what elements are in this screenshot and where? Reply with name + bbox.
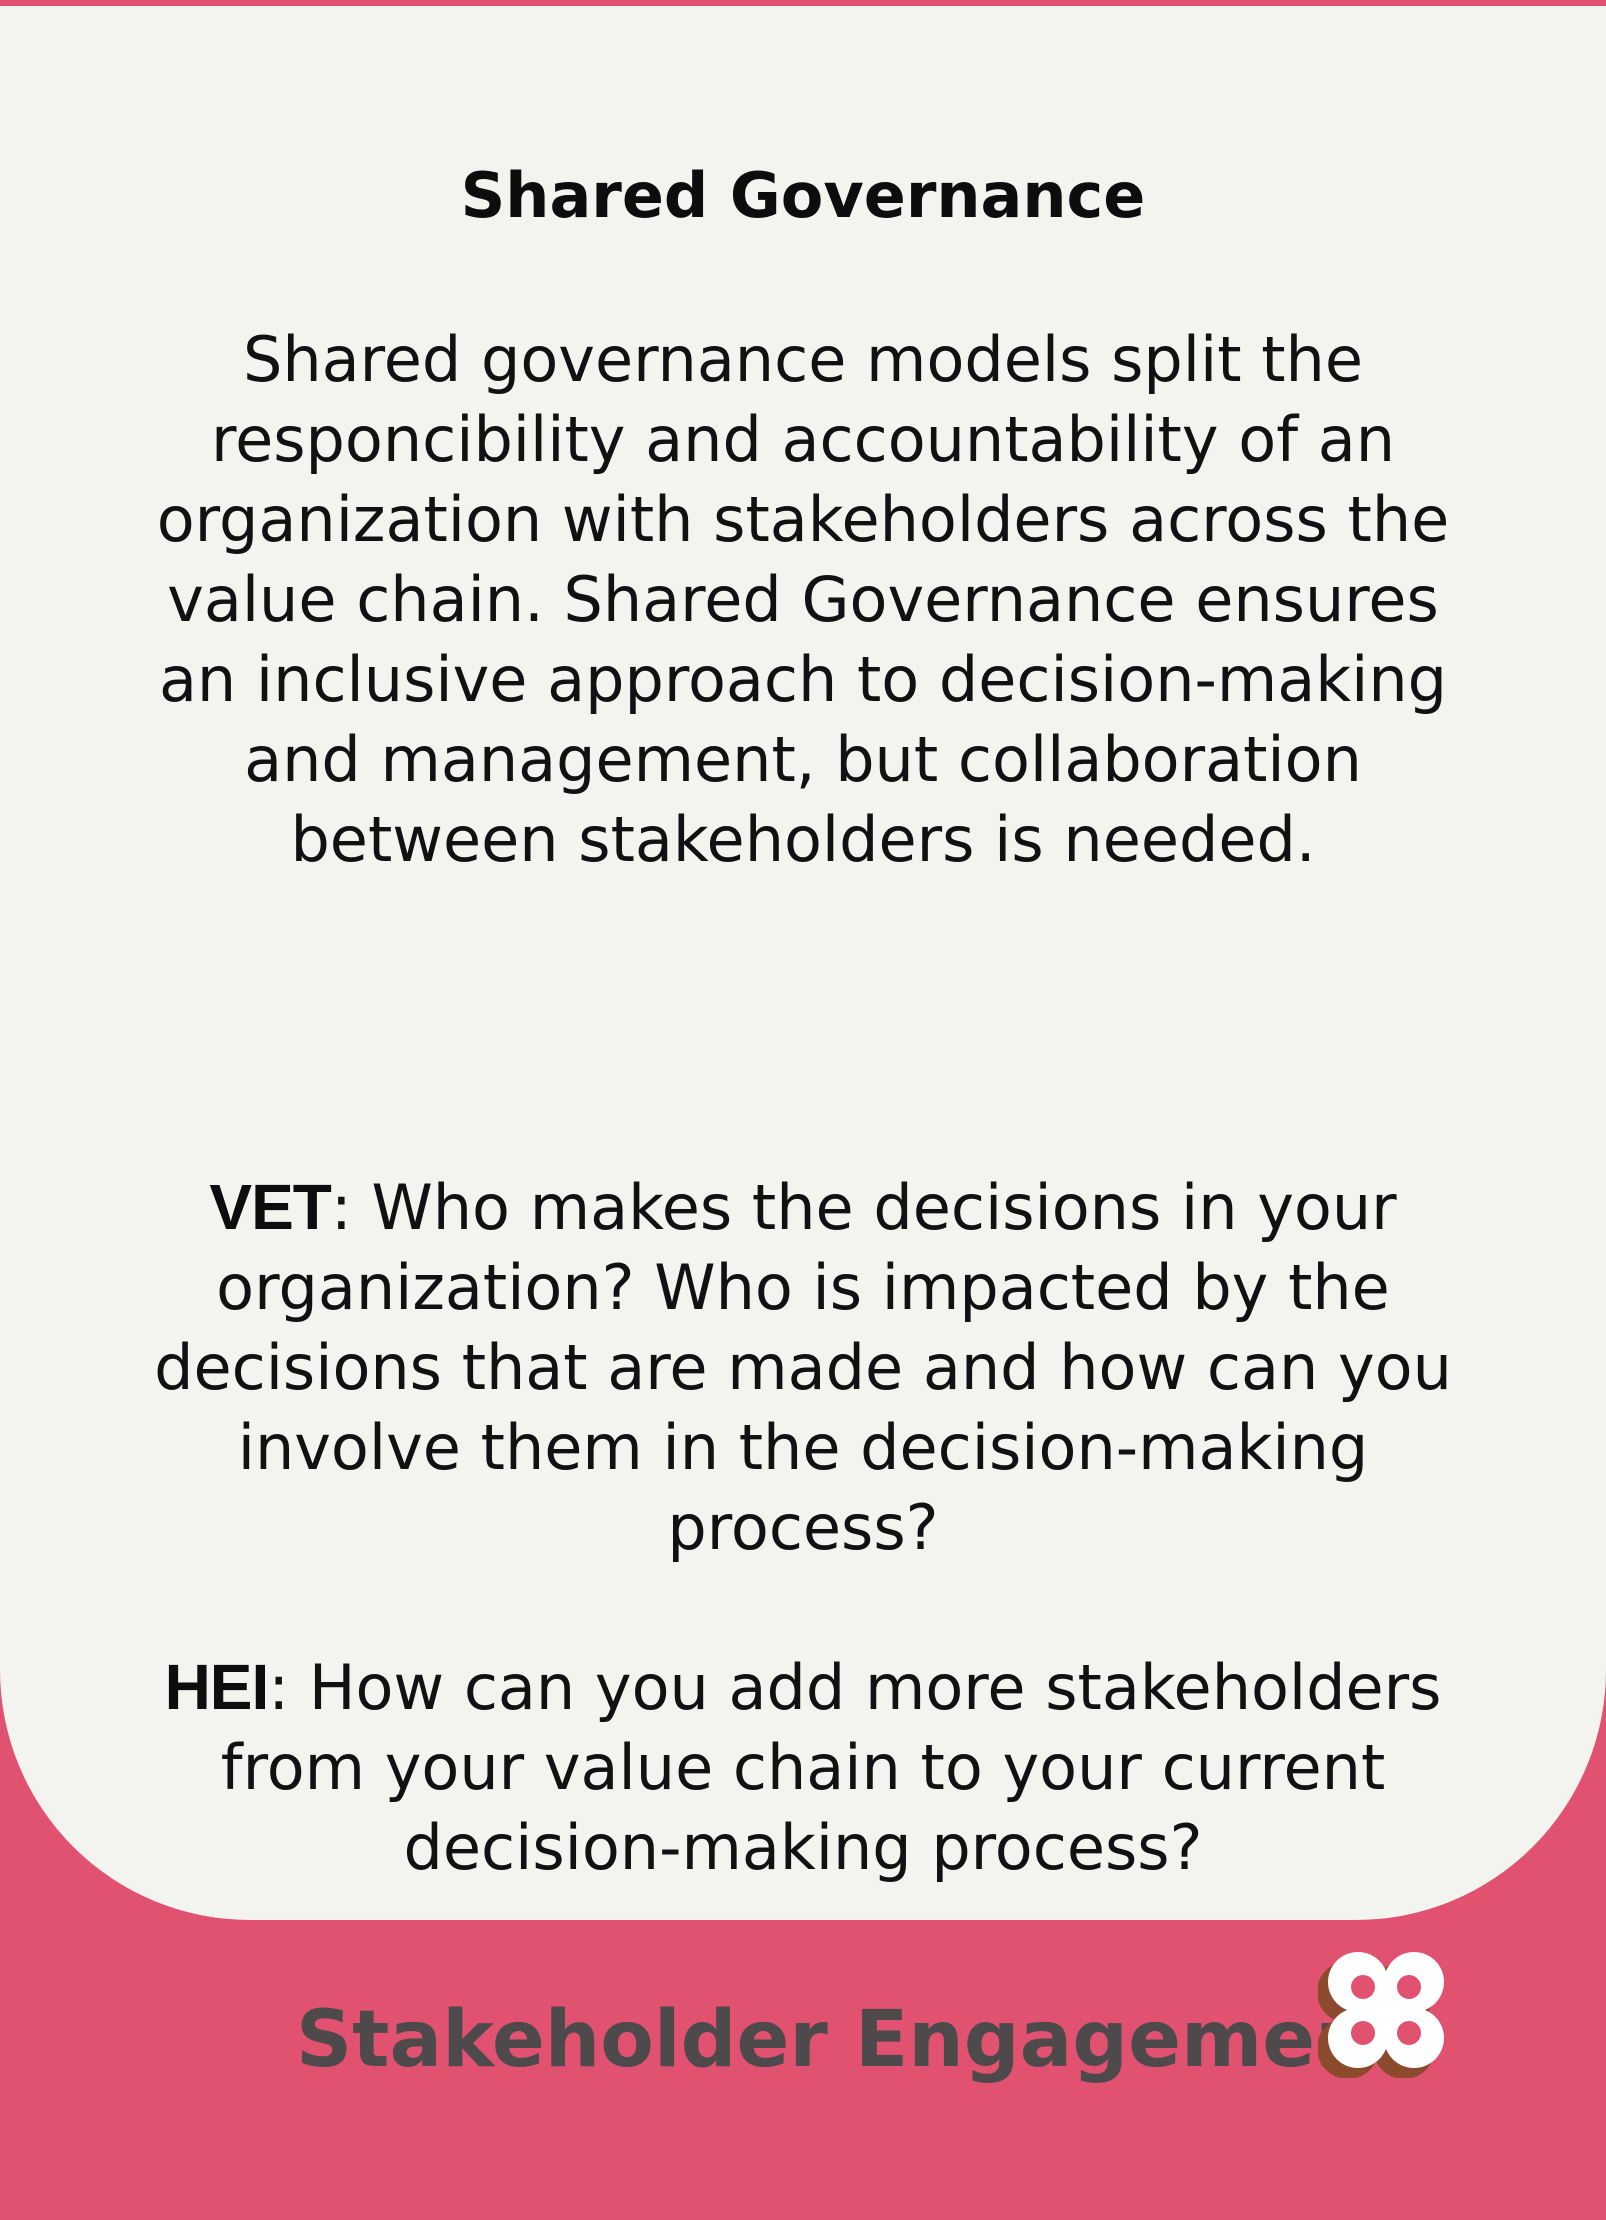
card-description: Shared governance models split the respo… — [156, 323, 1450, 876]
card-title: Shared Governance — [460, 159, 1146, 232]
content-card: Shared Governance Shared governance mode… — [0, 6, 1606, 1920]
quatrefoil-logo-icon — [1318, 1952, 1444, 2078]
hei-tag: HEI — [164, 1651, 270, 1723]
vet-question-text: : Who makes the decisions in your organi… — [154, 1171, 1452, 1564]
hei-question-text: : How can you add more stakeholders from… — [220, 1651, 1442, 1884]
hei-question: HEI: How can you add more stakeholders f… — [140, 1647, 1466, 1888]
vet-question: VET: Who makes the decisions in your org… — [140, 1167, 1466, 1568]
category-label: Stakeholder Engagement — [296, 1995, 1408, 2085]
vet-tag: VET — [209, 1171, 331, 1243]
